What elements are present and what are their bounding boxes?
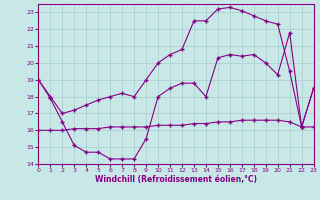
X-axis label: Windchill (Refroidissement éolien,°C): Windchill (Refroidissement éolien,°C) xyxy=(95,175,257,184)
